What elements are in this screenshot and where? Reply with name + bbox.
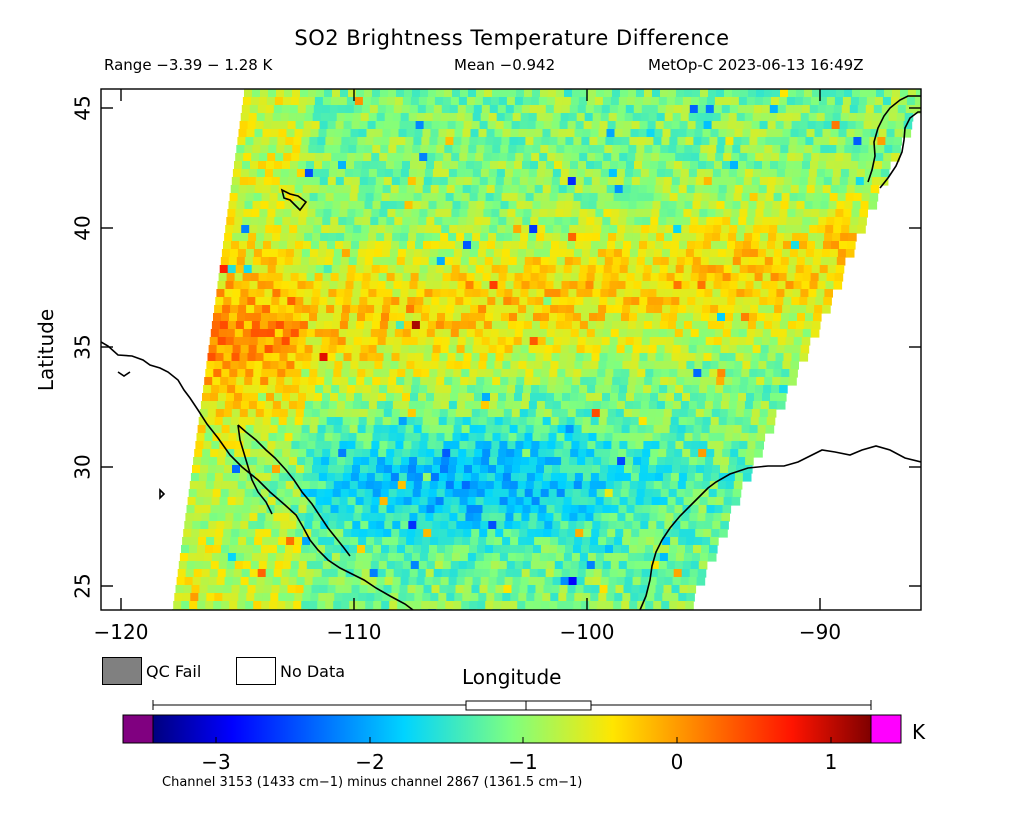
channel-caption: Channel 3153 (1433 cm−1) minus channel 2… [162, 775, 583, 790]
colorbar-tick-label: 1 [824, 750, 838, 774]
colorbar-over [870, 714, 902, 744]
colorbar-tick-label: −1 [508, 750, 538, 774]
x-tick-label: −90 [798, 620, 842, 644]
plot-title: SO2 Brightness Temperature Difference [294, 26, 730, 50]
y-axis-label: Latitude [34, 308, 58, 392]
qc-fail-swatch [102, 657, 142, 685]
colorbar-ticks [215, 737, 832, 743]
colorbar [152, 714, 872, 744]
no-data-swatch [236, 657, 276, 685]
satellite-time-text: MetOp-C 2023-06-13 16:49Z [648, 56, 864, 74]
y-tick-label: 30 [70, 454, 95, 480]
y-tick-label: 40 [70, 215, 95, 241]
x-tick-label: −120 [93, 620, 149, 644]
x-tick-label: −100 [559, 620, 615, 644]
colorbar-tick-label: −3 [201, 750, 231, 774]
colorbar-unit: K [912, 720, 926, 744]
colorbar-tick-label: −2 [355, 750, 385, 774]
axis-ticks [101, 89, 921, 610]
mean-text: Mean −0.942 [454, 56, 556, 74]
swath-cells [172, 89, 921, 610]
distribution-boxplot [152, 700, 872, 711]
x-axis-label: Longitude [462, 665, 562, 689]
qc-fail-label: QC Fail [146, 662, 202, 681]
colorbar-tick-label: 0 [670, 750, 684, 774]
no-data-label: No Data [280, 662, 346, 681]
range-text: Range −3.39 − 1.28 K [104, 56, 273, 74]
so2-field [172, 89, 921, 610]
x-tick-label: −110 [326, 620, 382, 644]
y-tick-label: 25 [70, 573, 95, 599]
colorbar-under [122, 714, 154, 744]
y-tick-label: 35 [70, 334, 95, 360]
plot-frame [100, 88, 922, 611]
y-tick-label: 45 [70, 95, 95, 121]
coastlines [101, 95, 921, 610]
